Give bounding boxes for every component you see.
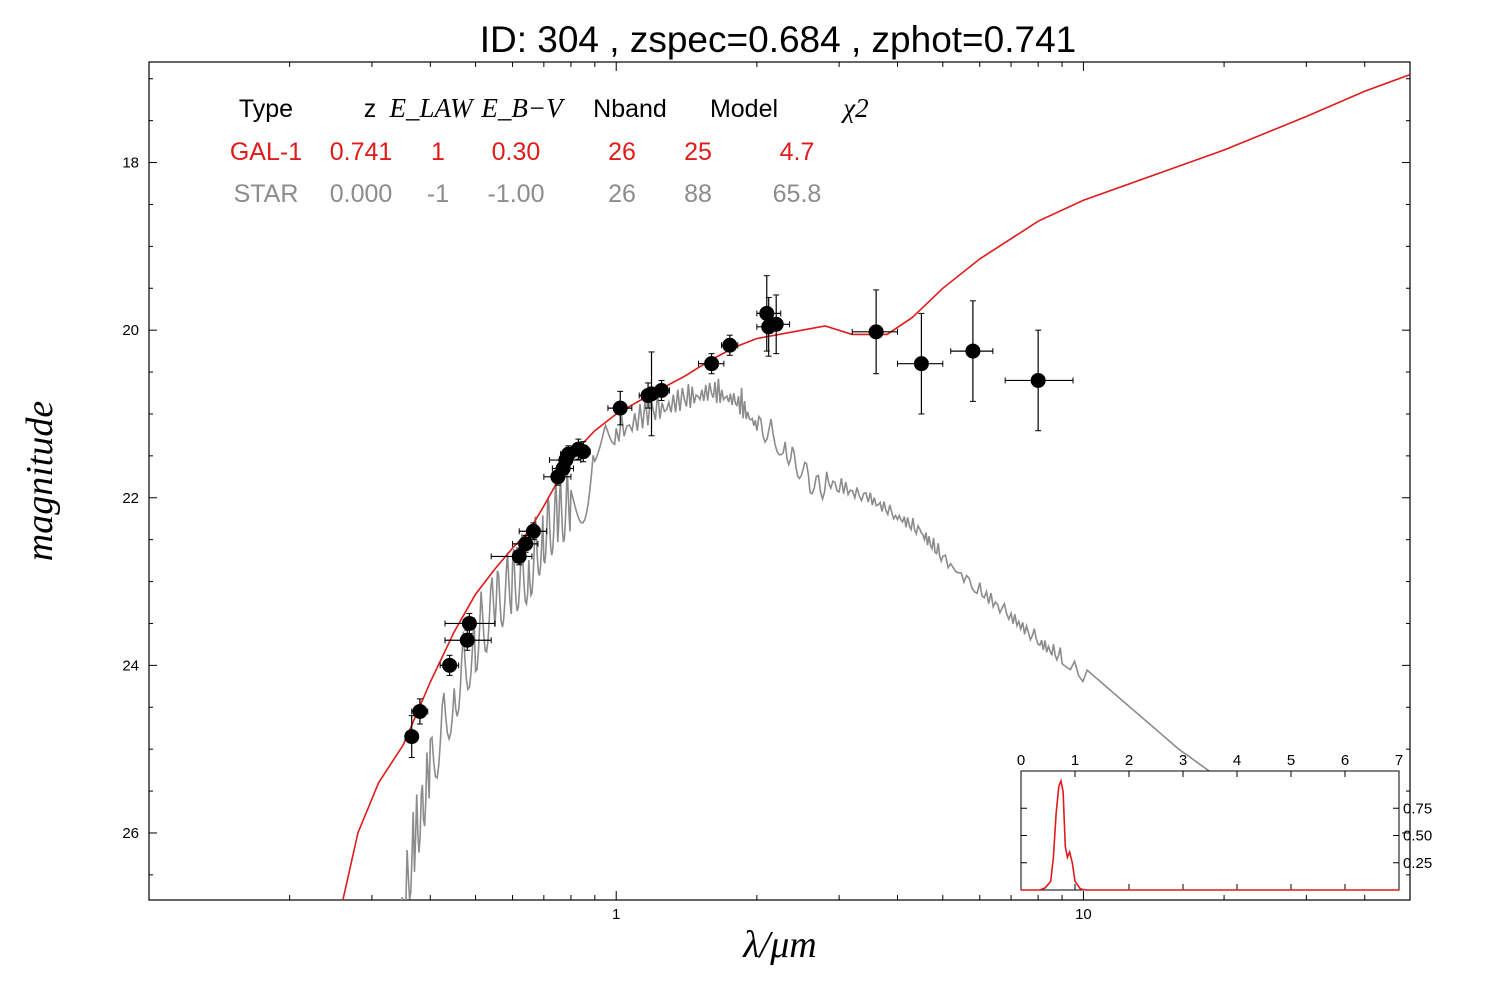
data-point (913, 356, 929, 372)
y-tick-label: 18 (122, 155, 139, 172)
data-point (461, 615, 477, 631)
data-point (412, 703, 428, 719)
data-point (768, 316, 784, 332)
inset-x-tick-label: 1 (1071, 752, 1079, 769)
star-model-series (397, 378, 1215, 900)
table-cell: 0.000 (330, 180, 393, 208)
chart-title: ID: 304 , zspec=0.684 , zphot=0.741 (480, 19, 1077, 60)
y-axis-label: magnitude (19, 401, 61, 562)
table-cell: 0.741 (330, 138, 393, 166)
table-cell: -1 (427, 180, 449, 208)
table-header: Nband (593, 95, 667, 123)
photometry-point (607, 390, 633, 426)
photometry-point (411, 698, 429, 725)
photometry-point (756, 275, 782, 352)
table-cell: 1 (431, 138, 445, 166)
photometry-point (444, 612, 496, 635)
data-point (442, 657, 458, 673)
table-header: z (364, 95, 377, 123)
photometry-point (575, 441, 591, 463)
table-cell: -1.00 (488, 180, 545, 208)
photometry-point (851, 289, 899, 375)
photometry-point (404, 715, 420, 759)
inset-x-tick-label: 6 (1341, 752, 1349, 769)
data-point (1030, 372, 1046, 388)
inset-frame (1020, 770, 1400, 891)
table-cell: 65.8 (773, 180, 822, 208)
redshift-pdf-inset: 0 1 2 3 4 5 6 7 0.25 0.50 0.75 (1017, 752, 1432, 891)
table-header: E_B−V (480, 93, 566, 123)
photometry-point (512, 534, 539, 553)
inset-x-tick-label: 7 (1395, 752, 1403, 769)
data-point (653, 382, 669, 398)
photometry-point (720, 334, 739, 356)
table-cell: 88 (684, 180, 712, 208)
x-axis-label: λ/μm (742, 924, 817, 966)
data-point (459, 632, 475, 648)
photometry-point (652, 379, 670, 402)
inset-x-tick-label: 3 (1179, 752, 1187, 769)
table-header: Type (239, 95, 293, 123)
table-cell: 4.7 (780, 138, 815, 166)
x-tick-label: 1 (612, 906, 620, 923)
data-point (525, 523, 541, 539)
photometry-point (444, 629, 492, 651)
table-cell: STAR (234, 180, 299, 208)
data-point (404, 729, 420, 745)
data-point (868, 324, 884, 340)
inset-x-tick-label: 2 (1125, 752, 1133, 769)
plot-area (148, 61, 1411, 901)
photometry-point (950, 300, 994, 402)
inset-pdf-line (1021, 778, 1399, 891)
photometry-point (1004, 329, 1074, 432)
galaxy-model-line (342, 73, 1410, 900)
y-tick-label: 20 (122, 322, 139, 339)
photometry-point (518, 522, 548, 541)
data-point (612, 400, 628, 416)
table-cell: 0.30 (492, 138, 541, 166)
inset-x-tick-label: 4 (1233, 752, 1241, 769)
table-cell: 26 (608, 138, 636, 166)
table-header: Model (710, 95, 778, 123)
inset-x-tick-label: 5 (1287, 752, 1295, 769)
data-point (759, 305, 775, 321)
photometry-point (766, 294, 791, 355)
data-point (965, 343, 981, 359)
table-header: χ2 (840, 93, 868, 123)
data-point (518, 536, 534, 552)
data-point (575, 444, 591, 460)
table-cell: GAL-1 (230, 138, 302, 166)
photometry-point (897, 312, 944, 415)
y-tick-label: 26 (122, 825, 139, 842)
table-header: E_LAW (389, 93, 475, 123)
galaxy-model-series (342, 73, 1410, 900)
table-cell: 26 (608, 180, 636, 208)
x-tick-label: 10 (1075, 906, 1092, 923)
data-point (722, 337, 738, 353)
inset-y-tick-label: 0.75 (1403, 800, 1432, 817)
photometry-series (404, 275, 1074, 759)
fit-table: Type z E_LAW E_B−V Nband Model χ2 GAL-1 0.741 1 0.… (230, 93, 869, 208)
photometry-point (439, 654, 460, 676)
table-cell: 25 (684, 138, 712, 166)
photometry-point (697, 353, 725, 375)
inset-y-tick-label: 0.50 (1403, 828, 1432, 845)
inset-y-tick-label: 0.25 (1403, 855, 1432, 872)
star-model-line (397, 378, 1215, 900)
y-tick-label: 22 (122, 490, 139, 507)
data-point (704, 356, 720, 372)
inset-x-tick-label: 0 (1017, 752, 1025, 769)
y-tick-label: 24 (122, 657, 139, 674)
